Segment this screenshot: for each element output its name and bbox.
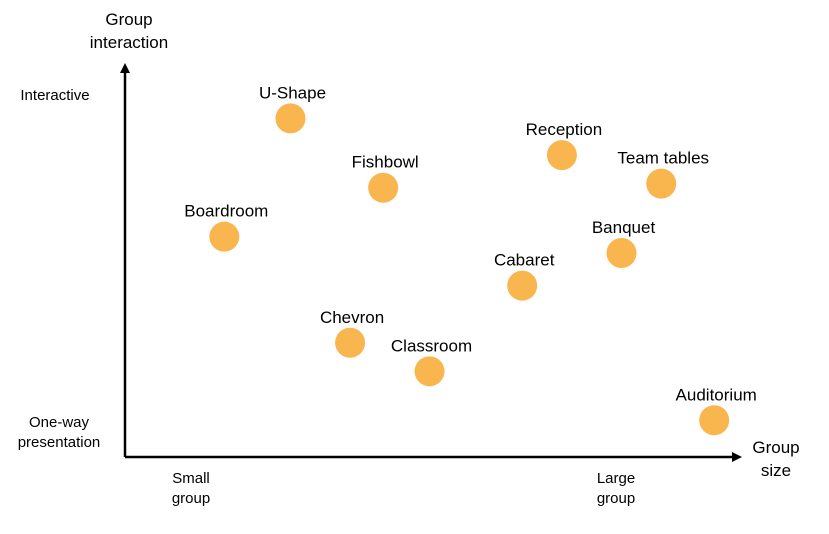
data-point [546, 140, 577, 171]
data-point [699, 405, 730, 436]
axes [120, 63, 742, 462]
data-point [606, 238, 637, 268]
data-point-label: Boardroom [184, 202, 268, 221]
data-point-label: Reception [526, 120, 603, 139]
data-point [414, 356, 445, 387]
data-point [368, 172, 399, 203]
data-point-label: Classroom [391, 336, 472, 355]
data-point-label: Chevron [320, 308, 384, 327]
y-tick-label: One-way presentation [18, 414, 101, 451]
data-point [646, 168, 677, 199]
y-tick-label: Interactive [20, 87, 89, 104]
data-point-label: Team tables [617, 149, 709, 168]
x-axis-title: Group size [752, 438, 799, 480]
x-tick-label: Large group [597, 470, 635, 507]
data-point-label: Banquet [592, 218, 656, 237]
axis-titles: Group interaction Group size [90, 10, 800, 480]
data-point-label: Fishbowl [352, 153, 419, 172]
data-point-label: Auditorium [676, 385, 757, 404]
data-point [209, 221, 240, 252]
data-points: U-Shape Reception Team tables Fishbowl Board… [184, 83, 757, 436]
data-point-label: U-Shape [259, 83, 326, 102]
data-point [275, 103, 306, 134]
data-point [507, 270, 538, 301]
data-point-label: Cabaret [494, 251, 555, 270]
x-tick-label: Small group [172, 470, 210, 507]
data-point [335, 327, 366, 358]
tick-labels: Interactive One-way presentation Small group… [18, 87, 635, 507]
y-axis-title: Group interaction [90, 10, 168, 52]
